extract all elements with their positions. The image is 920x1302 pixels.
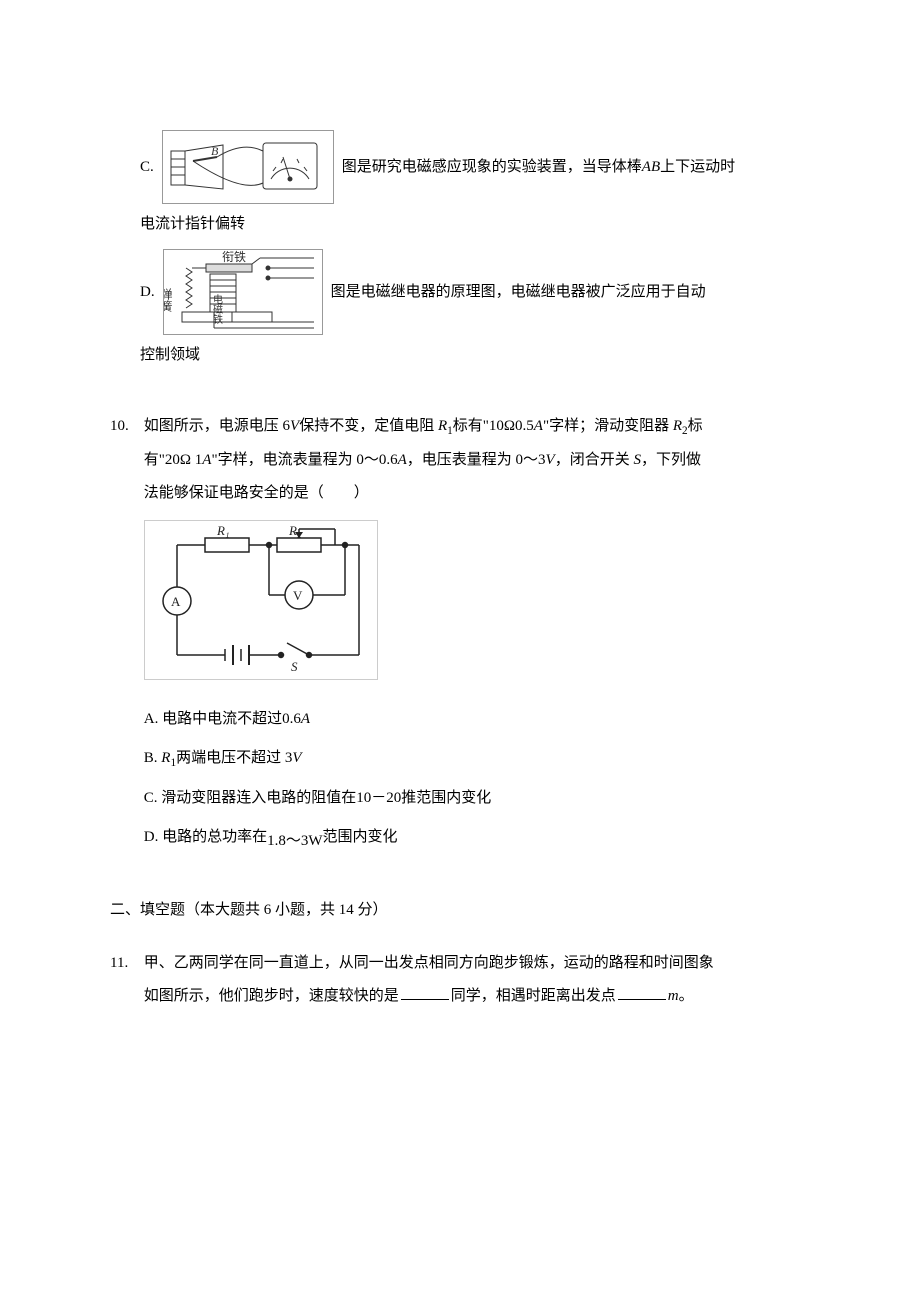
question-10: 10. 如图所示，电源电压 6V保持不变，定值电阻 R1标有"10Ω0.5A"字… [110, 410, 810, 864]
q10-r1: R [438, 418, 447, 434]
q10-options: A. 电路中电流不超过0.6A B. R1两端电压不超过 3V C. 滑动变阻器… [144, 703, 804, 858]
q10-a3: A [398, 452, 407, 468]
q11-blank-2 [618, 984, 666, 1000]
q10-number: 10. [110, 410, 140, 443]
q10a-label: A. [144, 711, 159, 727]
q9c-ab: AB [642, 159, 660, 175]
q9-option-d: D. [140, 249, 800, 372]
q11-number: 11. [110, 947, 140, 980]
q10-l2e: ，下列做 [641, 452, 701, 468]
svg-text:A: A [171, 594, 181, 609]
q10-p3: 标有"10Ω0.5 [453, 418, 534, 434]
section-2-header: 二、填空题（本大题共 6 小题，共 14 分） [110, 894, 810, 927]
q10-l2c: ，电压表量程为 0～3 [407, 452, 546, 468]
q10-v2: V [546, 452, 555, 468]
q10-circuit-diagram: A V R₁ R₂ S [144, 520, 378, 680]
q10-r2: R [673, 418, 682, 434]
svg-text:弹簧: 弹簧 [164, 288, 173, 312]
q10-l3: 法能够保证电路安全的是（ ） [144, 485, 369, 501]
q11-body: 甲、乙两同学在同一直道上，从同一出发点相同方向跑步锻炼，运动的路程和时间图象 如… [144, 947, 804, 1013]
q10b-label: B. [144, 750, 158, 766]
svg-text:R₁: R₁ [216, 525, 229, 538]
svg-text:S: S [291, 659, 298, 674]
q11-line2c: 。 [679, 988, 694, 1004]
q10-l2b: "字样，电流表量程为 0～0.6 [211, 452, 397, 468]
q9c-text-1: 图是研究电磁感应现象的实验装置，当导体棒AB上下运动时 [342, 151, 735, 184]
q10-option-a: A. 电路中电流不超过0.6A [144, 703, 804, 736]
q10d-range: 1.8～3W [267, 833, 322, 849]
q10b-text: 两端电压不超过 3 [176, 750, 292, 766]
q9d-continuation: 控制领域 [140, 339, 800, 372]
q10-p4: "字样；滑动变阻器 [543, 418, 669, 434]
q10a-text: 电路中电流不超过0.6 [162, 711, 301, 727]
svg-text:衔铁: 衔铁 [222, 250, 246, 264]
q11-line1: 甲、乙两同学在同一直道上，从同一出发点相同方向跑步锻炼，运动的路程和时间图象 [144, 955, 714, 971]
svg-text:R₂: R₂ [288, 525, 302, 538]
q10-l2d: ，闭合开关 [555, 452, 630, 468]
q10-p2: 保持不变，定值电阻 [299, 418, 434, 434]
question-9-continued: C. B [110, 130, 810, 380]
relay-diagram: 衔铁 弹簧 电磁铁 [163, 249, 323, 335]
q10a-unit: A [301, 711, 310, 727]
q10-option-d: D. 电路的总功率在1.8～3W范围内变化 [144, 821, 804, 858]
q10d-pre: 电路的总功率在 [162, 829, 267, 845]
svg-text:B: B [211, 144, 219, 158]
q9-option-c: C. B [140, 130, 800, 241]
q10-stem: 如图所示，电源电压 6V保持不变，定值电阻 R1标有"10Ω0.5A"字样；滑动… [144, 410, 804, 510]
q10-l2a: 有"20Ω 1 [144, 452, 203, 468]
svg-text:V: V [293, 588, 303, 603]
question-11: 11. 甲、乙两同学在同一直道上，从同一出发点相同方向跑步锻炼，运动的路程和时间… [110, 947, 810, 1013]
option-label-d: D. [140, 276, 155, 309]
q10-p5: 标 [688, 418, 703, 434]
q10-body: 如图所示，电源电压 6V保持不变，定值电阻 R1标有"10Ω0.5A"字样；滑动… [144, 410, 804, 864]
q10-option-b: B. R1两端电压不超过 3V [144, 742, 804, 776]
q11-unit-m: m [668, 988, 679, 1004]
q10-v1: V [290, 418, 299, 434]
q10-s: S [633, 452, 641, 468]
q10c-label: C. [144, 790, 158, 806]
q10-p1: 如图所示，电源电压 6 [144, 418, 290, 434]
svg-text:电磁铁: 电磁铁 [210, 293, 222, 325]
q10-option-c: C. 滑动变阻器连入电路的阻值在10－20推范围内变化 [144, 782, 804, 815]
emf-induction-diagram: B [162, 130, 334, 204]
q10-a1: A [534, 418, 543, 434]
q9c-continuation: 电流计指针偏转 [140, 208, 800, 241]
q10c-text: 滑动变阻器连入电路的阻值在10－20推范围内变化 [161, 790, 491, 806]
q10d-post: 范围内变化 [323, 829, 398, 845]
q11-line2b: 同学，相遇时距离出发点 [451, 988, 616, 1004]
q9c-text-tail: 上下运动时 [660, 159, 735, 175]
q9d-text-1: 图是电磁继电器的原理图，电磁继电器被广泛应用于自动 [331, 276, 706, 309]
option-label-c: C. [140, 151, 154, 184]
q9c-text-part1: 图是研究电磁感应现象的实验装置，当导体棒 [342, 159, 642, 175]
q11-blank-1 [401, 984, 449, 1000]
q11-line2a: 如图所示，他们跑步时，速度较快的是 [144, 988, 399, 1004]
q10d-label: D. [144, 829, 159, 845]
q10b-unit: V [292, 750, 301, 766]
